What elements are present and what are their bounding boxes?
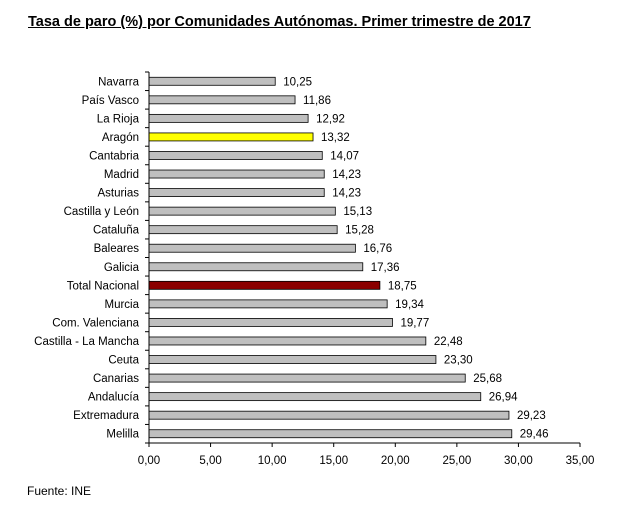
category-label: Ceuta bbox=[108, 355, 139, 367]
category-label: Baleares bbox=[94, 243, 140, 255]
category-labels-group: Navarra País Vasco La Rioja Aragón Cantabria… bbox=[34, 76, 139, 440]
x-tick-label: 25,00 bbox=[442, 455, 471, 467]
category-label: Castilla y León bbox=[64, 206, 139, 218]
data-label: 29,23 bbox=[517, 410, 546, 422]
x-tick-label: 15,00 bbox=[319, 455, 348, 467]
category-label: La Rioja bbox=[97, 113, 140, 125]
data-label: 15,13 bbox=[343, 206, 372, 218]
bar bbox=[148, 336, 427, 346]
bar bbox=[148, 355, 437, 364]
category-label: Extremadura bbox=[73, 410, 139, 422]
category-label: Cantabria bbox=[89, 150, 139, 162]
value-labels-group: 10,25 11,86 12,92 13,32 14,07 14,23 14,23 15,13… bbox=[283, 76, 548, 440]
data-label: 14,07 bbox=[330, 150, 359, 162]
data-label: 18,75 bbox=[388, 280, 417, 292]
bar bbox=[148, 262, 364, 272]
data-label: 10,25 bbox=[283, 76, 312, 88]
category-label: Asturias bbox=[97, 188, 139, 200]
data-label: 25,68 bbox=[473, 373, 502, 385]
category-label: Melilla bbox=[106, 429, 139, 441]
data-label: 15,28 bbox=[345, 225, 374, 237]
x-tick-label: 0,00 bbox=[138, 455, 160, 467]
category-label: País Vasco bbox=[82, 95, 139, 107]
bar bbox=[148, 392, 482, 402]
category-label: Total Nacional bbox=[67, 280, 139, 292]
category-label: Cataluña bbox=[93, 225, 140, 237]
bar bbox=[148, 410, 510, 420]
data-label: 12,92 bbox=[316, 113, 345, 125]
x-tick-label: 10,00 bbox=[258, 455, 287, 467]
data-label: 22,48 bbox=[434, 336, 463, 348]
bar bbox=[148, 188, 325, 197]
category-label: Com. Valenciana bbox=[52, 317, 139, 329]
category-label: Madrid bbox=[104, 169, 139, 181]
data-label: 14,23 bbox=[332, 188, 361, 200]
bar bbox=[148, 151, 323, 160]
bar bbox=[148, 206, 336, 216]
category-label: Murcia bbox=[104, 299, 139, 311]
category-label: Canarias bbox=[93, 373, 139, 385]
category-label: Andalucía bbox=[88, 392, 140, 404]
bar bbox=[148, 243, 356, 253]
x-tick-label: 5,00 bbox=[199, 455, 221, 467]
data-label: 13,32 bbox=[321, 132, 350, 144]
tick-labels-group: 0,00 5,00 10,00 15,00 20,00 25,00 30,00 35,00 bbox=[138, 455, 595, 467]
x-tick-label: 20,00 bbox=[381, 455, 410, 467]
bar bbox=[148, 373, 466, 383]
data-label: 26,94 bbox=[489, 392, 518, 404]
x-tick-label: 30,00 bbox=[504, 455, 533, 467]
bars-group bbox=[148, 76, 513, 439]
data-label: 19,34 bbox=[395, 299, 424, 311]
category-label: Galicia bbox=[104, 262, 140, 274]
bar bbox=[148, 280, 381, 290]
bar bbox=[148, 132, 314, 142]
category-label: Navarra bbox=[98, 76, 140, 88]
data-label: 19,77 bbox=[400, 317, 429, 329]
bar bbox=[148, 169, 325, 179]
source-note: Fuente: INE bbox=[27, 484, 92, 498]
bar bbox=[148, 113, 309, 123]
data-label: 17,36 bbox=[371, 262, 400, 274]
bar bbox=[148, 225, 338, 235]
category-label: Castilla - La Mancha bbox=[34, 336, 139, 348]
data-label: 11,86 bbox=[303, 95, 331, 107]
data-label: 23,30 bbox=[444, 355, 473, 367]
data-label: 14,23 bbox=[332, 169, 361, 181]
data-label: 16,76 bbox=[363, 243, 392, 255]
x-tick-label: 35,00 bbox=[566, 455, 595, 467]
data-label: 29,46 bbox=[520, 429, 549, 441]
bar bbox=[148, 299, 388, 309]
bar bbox=[148, 318, 393, 327]
bar bbox=[148, 429, 513, 439]
chart-title: Tasa de paro (%) por Comunidades Autónom… bbox=[28, 14, 531, 30]
axes-group bbox=[145, 71, 581, 447]
bar bbox=[148, 76, 276, 86]
category-label: Aragón bbox=[102, 132, 139, 144]
bar bbox=[148, 95, 296, 105]
